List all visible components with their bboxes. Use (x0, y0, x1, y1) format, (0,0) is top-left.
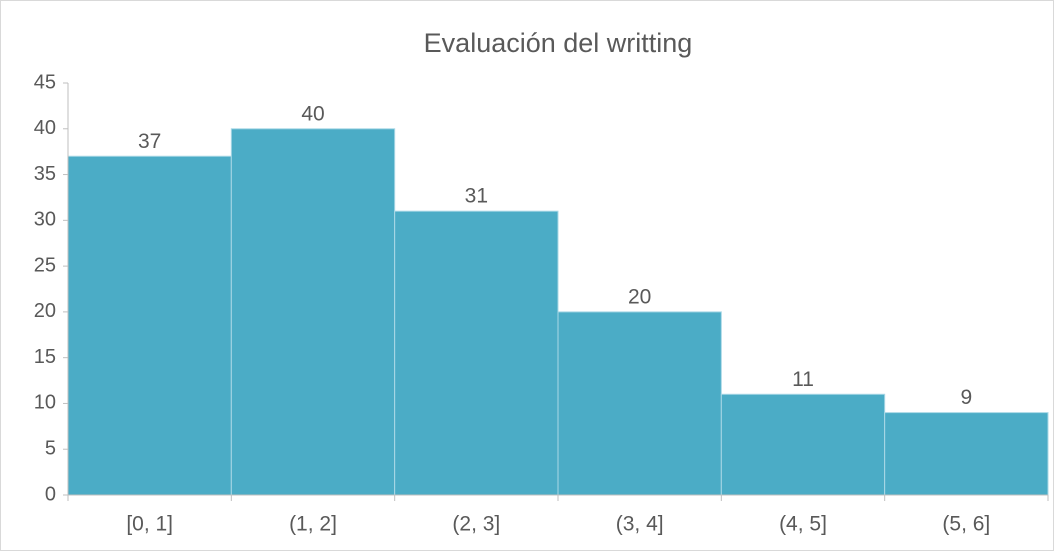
x-tick-label: (1, 2] (289, 513, 337, 536)
bar (230, 128, 396, 496)
data-label: 31 (465, 185, 488, 208)
y-tick-label: 5 (45, 438, 56, 460)
x-tick-label: (4, 5] (779, 513, 827, 536)
y-tick-label: 45 (34, 71, 56, 93)
data-label: 9 (960, 386, 972, 409)
data-label: 11 (792, 368, 814, 391)
y-tick-label: 10 (34, 392, 56, 414)
y-tick-label: 35 (34, 163, 56, 185)
chart-title: Evaluación del writting (424, 28, 693, 58)
y-tick-label: 25 (34, 254, 56, 276)
x-tick-label: (3, 4] (616, 513, 664, 536)
data-label: 37 (138, 130, 161, 153)
y-tick-label: 0 (45, 483, 56, 505)
y-tick-label: 30 (34, 209, 56, 231)
y-tick-label: 15 (34, 346, 56, 368)
y-tick-label: 20 (34, 300, 56, 322)
bar (67, 155, 232, 496)
bar (720, 393, 886, 496)
bar (557, 311, 722, 496)
x-tick-label: (2, 3] (452, 513, 500, 536)
bar (394, 210, 559, 496)
y-tick-label: 40 (34, 117, 56, 139)
x-tick-label: [0, 1] (126, 513, 173, 536)
bar (884, 412, 1049, 496)
data-label: 40 (301, 102, 324, 125)
data-label: 20 (628, 285, 651, 308)
x-tick-label: (5, 6] (942, 513, 990, 536)
